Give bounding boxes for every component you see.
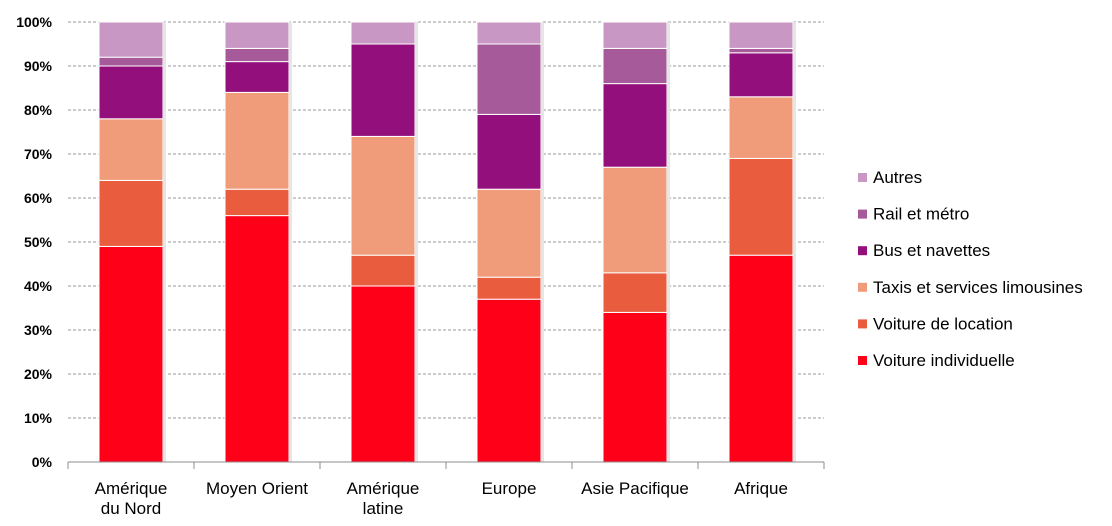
legend-label: Autres — [873, 168, 922, 187]
bar-segment — [98, 65, 164, 120]
bar-segment — [350, 135, 416, 256]
x-tick-label: Europe — [482, 479, 537, 498]
bar-segment — [728, 254, 794, 463]
bar-shadow — [667, 22, 670, 462]
y-tick-label: 30% — [24, 322, 53, 338]
bar-segment — [350, 21, 416, 45]
y-tick-label: 100% — [16, 14, 52, 30]
bar-segment — [728, 47, 794, 54]
legend-label: Bus et navettes — [873, 241, 990, 260]
bar-segment — [98, 179, 164, 247]
y-tick-label: 60% — [24, 190, 53, 206]
bar-segment — [602, 272, 668, 313]
x-tick-label: latine — [363, 499, 404, 518]
bar-segment — [350, 43, 416, 137]
bar-segment — [728, 52, 794, 98]
bar-segment — [728, 96, 794, 159]
bar-segment — [98, 118, 164, 181]
legend-swatch — [858, 282, 867, 292]
bar-shadow — [415, 22, 418, 462]
legend-swatch — [858, 246, 867, 256]
y-tick-label: 50% — [24, 234, 53, 250]
x-tick-label: Amérique — [95, 479, 168, 498]
x-tick-label: du Nord — [101, 499, 161, 518]
y-tick-label: 90% — [24, 58, 53, 74]
legend-label: Taxis et services limousines — [873, 278, 1083, 297]
y-tick-label: 20% — [24, 366, 53, 382]
legend-label: Voiture de location — [873, 314, 1013, 333]
bar-shadow — [541, 22, 544, 462]
bar-segment — [476, 113, 542, 190]
bar-shadow — [163, 22, 166, 462]
bar-segment — [224, 188, 290, 217]
gridlines — [68, 21, 824, 419]
bar-segment — [350, 285, 416, 463]
bars — [98, 21, 796, 463]
bar-segment — [98, 245, 164, 463]
legend-label: Voiture individuelle — [873, 351, 1015, 370]
x-tick-label: Afrique — [734, 479, 788, 498]
y-tick-label: 70% — [24, 146, 53, 162]
bar-segment — [476, 21, 542, 45]
bar-segment — [224, 215, 290, 463]
legend: Autres Rail et métro Bus et navettes Taxis … — [858, 168, 1083, 370]
bar-segment — [602, 83, 668, 168]
y-tick-label: 40% — [24, 278, 53, 294]
bar-shadow — [793, 22, 796, 462]
x-axis — [67, 461, 825, 469]
bar-segment — [224, 91, 290, 190]
bar-segment — [476, 276, 542, 300]
bar-segment — [602, 47, 668, 85]
legend-label: Rail et métro — [873, 205, 969, 224]
x-tick-label: Asie Pacifique — [581, 479, 689, 498]
bar-segment — [224, 21, 290, 49]
bar-segment — [98, 21, 164, 58]
y-tick-label: 80% — [24, 102, 53, 118]
legend-swatch — [858, 319, 867, 329]
bar-segment — [602, 311, 668, 463]
bar-segment — [476, 43, 542, 115]
bar-segment — [602, 166, 668, 274]
bar-segment — [728, 21, 794, 49]
y-tick-label: 0% — [32, 454, 53, 470]
legend-swatch — [858, 356, 867, 365]
bar-segment — [476, 298, 542, 463]
bar-segment — [224, 61, 290, 93]
bar-segment — [224, 47, 290, 63]
legend-swatch — [858, 209, 867, 219]
bar-segment — [602, 21, 668, 49]
bar-segment — [98, 56, 164, 67]
x-tick-label: Amérique — [347, 479, 420, 498]
y-axis-tick-labels: 0% 10% 20% 30% 40% 50% 60% 70% 80% 90% 100% — [16, 14, 52, 470]
bar-shadow — [289, 22, 292, 462]
bar-segment — [728, 157, 794, 256]
legend-swatch — [858, 173, 867, 182]
y-tick-label: 10% — [24, 410, 53, 426]
bar-segment — [476, 188, 542, 278]
bar-segment — [350, 254, 416, 287]
x-tick-label: Moyen Orient — [206, 479, 308, 498]
